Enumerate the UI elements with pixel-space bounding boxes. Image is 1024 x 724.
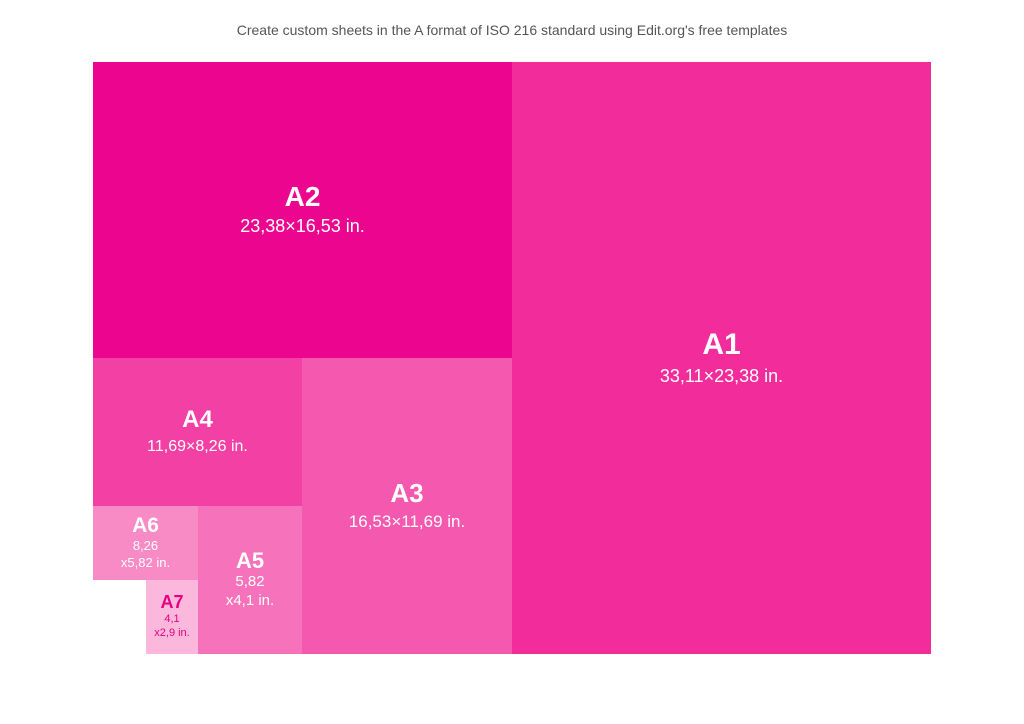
a5-dimensions: 5,82x4,1 in.	[226, 573, 274, 611]
a6-label: A6	[132, 515, 159, 537]
a4-box: A4 11,69×8,26 in.	[93, 358, 302, 506]
a1-dimensions: 33,11×23,38 in.	[660, 365, 783, 388]
a6-dimensions: 8,26x5,82 in.	[121, 538, 170, 571]
iso216-diagram: A1 33,11×23,38 in. A2 23,38×16,53 in. A3…	[93, 62, 931, 654]
a2-label: A2	[285, 182, 321, 211]
a3-label: A3	[390, 480, 423, 507]
a2-dimensions: 23,38×16,53 in.	[240, 215, 365, 238]
a6-box: A6 8,26x5,82 in.	[93, 506, 198, 580]
a7-label: A7	[160, 593, 183, 612]
page-title: Create custom sheets in the A format of …	[237, 22, 788, 38]
a5-box: A5 5,82x4,1 in.	[198, 506, 302, 654]
a1-label: A1	[702, 329, 740, 361]
a4-label: A4	[182, 407, 213, 432]
a3-box: A3 16,53×11,69 in.	[302, 358, 512, 654]
a5-label: A5	[236, 549, 264, 572]
a7-box: A7 4,1x2,9 in.	[146, 580, 198, 654]
a1-box: A1 33,11×23,38 in.	[512, 62, 931, 654]
a2-box: A2 23,38×16,53 in.	[93, 62, 512, 358]
a3-dimensions: 16,53×11,69 in.	[349, 511, 465, 532]
a4-dimensions: 11,69×8,26 in.	[147, 437, 248, 457]
a7-dimensions: 4,1x2,9 in.	[154, 613, 189, 641]
